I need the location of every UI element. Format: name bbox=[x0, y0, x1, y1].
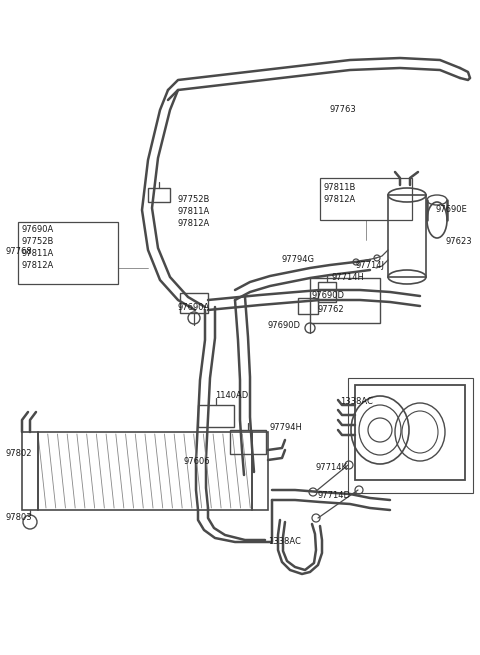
Text: 97802: 97802 bbox=[5, 449, 32, 458]
Text: 97623: 97623 bbox=[446, 238, 473, 246]
Text: 97690D: 97690D bbox=[312, 291, 345, 299]
Text: 97811B: 97811B bbox=[324, 183, 356, 193]
Bar bbox=[252, 432, 268, 510]
Text: 97803: 97803 bbox=[5, 514, 32, 523]
Bar bbox=[198, 405, 234, 427]
Text: 97714J: 97714J bbox=[356, 261, 385, 269]
Text: 1338AC: 1338AC bbox=[268, 538, 301, 546]
Text: 97811A: 97811A bbox=[22, 250, 54, 259]
Bar bbox=[22, 432, 38, 510]
Text: 97768: 97768 bbox=[5, 248, 32, 257]
Text: 97794H: 97794H bbox=[270, 424, 303, 432]
Bar bbox=[318, 282, 336, 302]
Text: 97752B: 97752B bbox=[178, 195, 210, 204]
Text: 97794G: 97794G bbox=[282, 255, 315, 265]
Text: 97714K: 97714K bbox=[315, 464, 347, 472]
Text: 97714D: 97714D bbox=[318, 491, 351, 500]
Text: 97606: 97606 bbox=[184, 457, 211, 466]
Text: 97690E: 97690E bbox=[436, 206, 468, 214]
Text: 97690A: 97690A bbox=[22, 225, 54, 234]
Bar bbox=[18, 222, 118, 284]
Text: 97762: 97762 bbox=[318, 305, 345, 314]
Bar bbox=[348, 378, 473, 493]
Bar bbox=[320, 178, 412, 220]
Bar bbox=[310, 278, 380, 323]
Bar bbox=[388, 195, 426, 277]
Bar bbox=[355, 385, 465, 480]
Text: 97812A: 97812A bbox=[178, 219, 210, 229]
Text: 97690A: 97690A bbox=[178, 303, 210, 312]
Text: 97812A: 97812A bbox=[324, 195, 356, 204]
Text: 97714H: 97714H bbox=[332, 274, 365, 282]
Text: 97690D: 97690D bbox=[268, 322, 301, 331]
Text: 1140AD: 1140AD bbox=[215, 392, 248, 400]
Bar bbox=[298, 298, 318, 314]
Bar bbox=[180, 293, 208, 313]
Text: 97752B: 97752B bbox=[22, 238, 54, 246]
Text: 1338AC: 1338AC bbox=[340, 398, 373, 407]
Text: 97763: 97763 bbox=[330, 105, 357, 115]
Bar bbox=[38, 432, 252, 510]
Bar bbox=[148, 188, 170, 202]
Bar bbox=[230, 430, 266, 454]
Text: 97812A: 97812A bbox=[22, 261, 54, 271]
Text: 97811A: 97811A bbox=[178, 208, 210, 217]
